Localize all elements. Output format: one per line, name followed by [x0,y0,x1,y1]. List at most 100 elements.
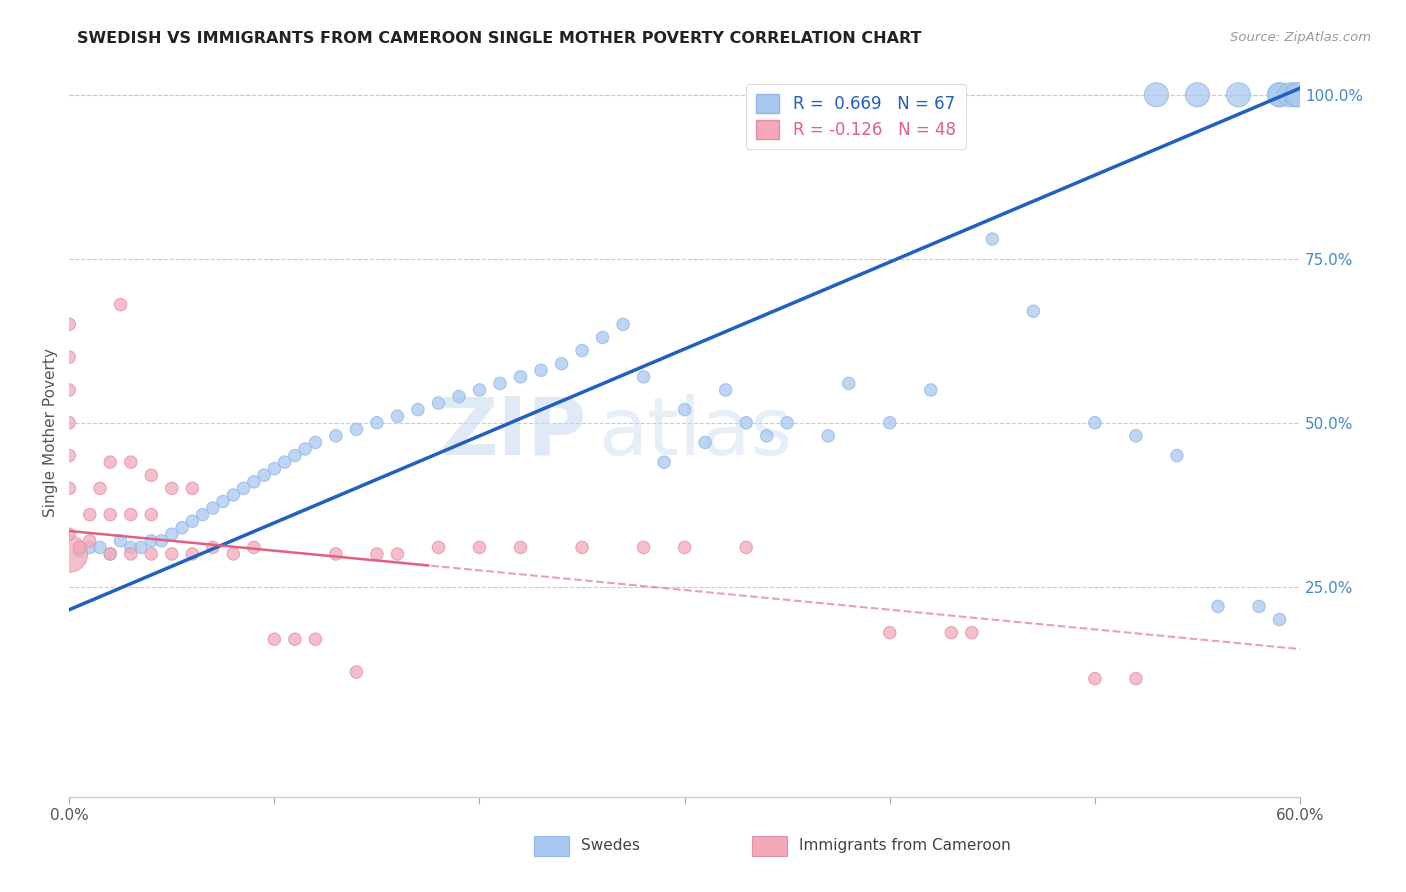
Point [509,369,531,384]
Point [120,547,142,561]
Point [447,390,470,404]
Point [838,376,860,391]
Point [120,541,142,555]
Point [879,416,901,430]
Point [263,461,285,475]
Point [406,402,429,417]
Point [58,527,80,541]
Point [243,541,266,555]
Point [129,541,152,555]
Point [120,508,142,522]
Point [1125,672,1147,686]
Point [98,547,121,561]
Point [304,435,326,450]
Point [633,541,655,555]
Point [325,429,347,443]
Point [1285,87,1308,102]
Point [160,547,183,561]
Point [181,547,204,561]
Text: SWEDISH VS IMMIGRANTS FROM CAMEROON SINGLE MOTHER POVERTY CORRELATION CHART: SWEDISH VS IMMIGRANTS FROM CAMEROON SING… [77,31,922,46]
Point [366,547,388,561]
Point [141,508,163,522]
Point [58,416,80,430]
Point [98,508,121,522]
Point [243,475,266,489]
Point [1125,429,1147,443]
Point [735,416,758,430]
Point [387,547,409,561]
Point [98,455,121,469]
Point [58,350,80,364]
Point [273,455,295,469]
Point [592,330,614,344]
Point [1206,599,1229,614]
Point [58,318,80,332]
Point [489,376,512,391]
Point [191,508,214,522]
Point [98,547,121,561]
Point [1268,87,1291,102]
Point [776,416,799,430]
Point [344,665,367,679]
Point [212,494,235,508]
Point [1227,87,1250,102]
Point [468,383,491,397]
Point [79,541,101,555]
Point [69,543,91,558]
Point [633,369,655,384]
Text: Source: ZipAtlas.com: Source: ZipAtlas.com [1230,31,1371,45]
Y-axis label: Single Mother Poverty: Single Mother Poverty [44,348,58,517]
Point [941,625,963,640]
Point [79,533,101,548]
Point [735,541,758,555]
Point [170,521,193,535]
Point [1166,449,1188,463]
Point [530,363,553,377]
Point [571,343,593,358]
Point [612,318,634,332]
Point [714,383,737,397]
Point [920,383,942,397]
Point [695,435,717,450]
Point [550,357,572,371]
Point [673,402,696,417]
Point [253,468,276,483]
Point [387,409,409,424]
Text: Swedes: Swedes [581,838,640,854]
Point [141,468,163,483]
Point [232,481,254,495]
Point [509,541,531,555]
Text: ZIP: ZIP [439,393,586,472]
Point [284,449,307,463]
Point [960,625,983,640]
Point [879,625,901,640]
Point [201,541,224,555]
Point [294,442,316,456]
Point [325,547,347,561]
Point [427,541,450,555]
Point [1268,87,1291,102]
Point [468,541,491,555]
Point [141,547,163,561]
Point [160,481,183,495]
Point [673,541,696,555]
Point [1187,87,1209,102]
Point [181,514,204,528]
Point [571,541,593,555]
Point [160,527,183,541]
Point [981,232,1004,246]
Point [1286,87,1309,102]
Point [1084,672,1107,686]
Point [110,533,132,548]
Point [141,533,163,548]
Point [69,541,91,555]
Point [1144,87,1167,102]
Point [1247,599,1270,614]
Point [1268,613,1291,627]
Point [284,632,307,647]
Point [58,547,80,561]
Point [344,422,367,436]
Point [222,547,245,561]
Point [222,488,245,502]
Point [366,416,388,430]
